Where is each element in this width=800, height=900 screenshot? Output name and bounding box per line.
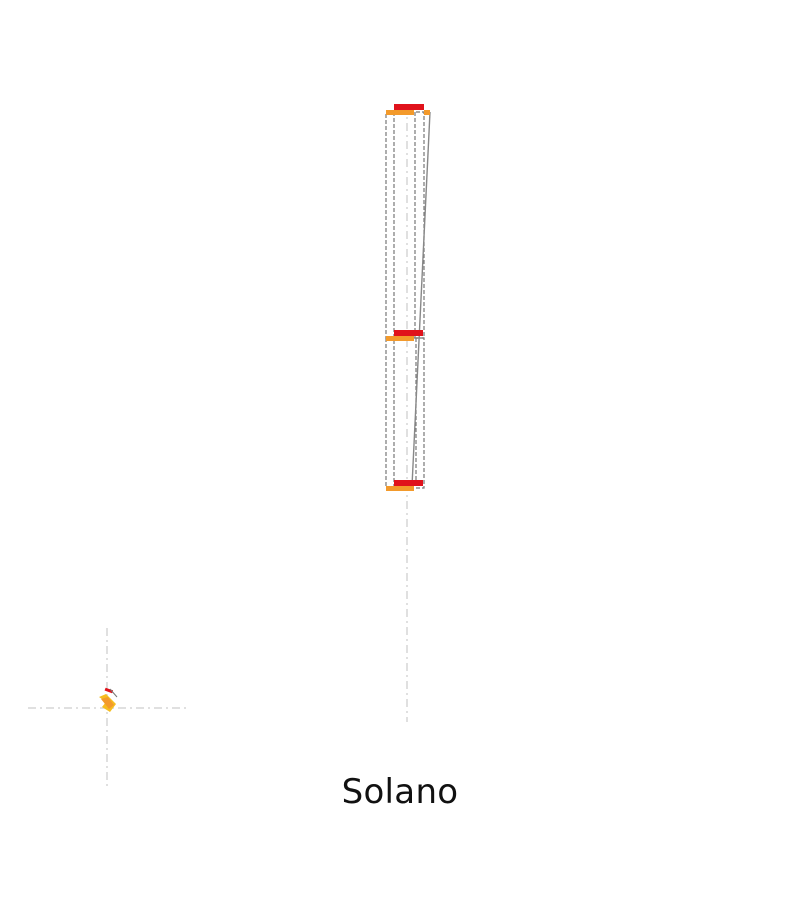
mini-orange-shape — [101, 697, 114, 709]
top-orange-bar — [386, 110, 414, 115]
bottom-level-bars — [386, 480, 423, 491]
upper-outer-frame — [385, 111, 425, 339]
mini-red-bar — [104, 687, 114, 694]
top-red-bar — [394, 104, 424, 110]
mini-structure-icon — [99, 687, 118, 712]
top-orange-tick — [424, 110, 430, 115]
structure-name-label: Solano — [341, 772, 459, 812]
top-level-bars — [386, 104, 430, 115]
bottom-red-bar — [394, 480, 423, 486]
middle-red-bar — [394, 330, 423, 336]
middle-level-bars — [386, 330, 423, 341]
mini-outline — [109, 688, 118, 698]
bottom-orange-bar — [386, 486, 414, 491]
diagonal-brace — [411, 111, 431, 487]
middle-orange-bar — [386, 336, 414, 341]
column-structure — [385, 111, 431, 489]
